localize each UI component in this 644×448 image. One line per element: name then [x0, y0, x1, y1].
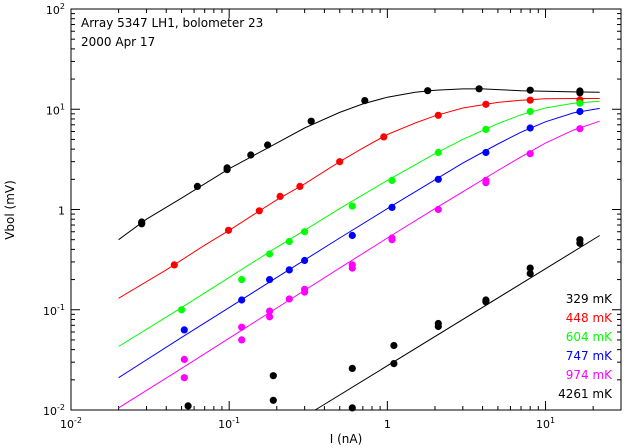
series-5-point [526, 264, 534, 272]
series-2-point [301, 228, 309, 236]
x-tick-label: 101 [536, 416, 555, 431]
x-tick-label: 1 [384, 418, 391, 431]
series-3-point [301, 256, 309, 265]
series-0-point [475, 85, 483, 93]
y-tick-label: 102 [46, 2, 65, 17]
series-5-point [269, 372, 277, 380]
series-3-point [434, 175, 442, 183]
series-2-fit-line [118, 100, 600, 347]
series-1-point [526, 96, 534, 104]
series-5-point [434, 322, 442, 331]
x-axis-label: I (nA) [330, 432, 363, 446]
series-3-point [180, 326, 188, 334]
series-4-point [180, 374, 188, 382]
series-4-point [301, 288, 309, 296]
series-3-point [348, 231, 356, 240]
series-1-point [434, 111, 442, 119]
series-3-point [576, 107, 584, 116]
series-0-legend-label: 329 mK [566, 292, 613, 306]
series-4-point [388, 236, 396, 244]
series-0-point [264, 141, 272, 149]
series-4-point [266, 307, 274, 315]
series-4-point [482, 179, 490, 187]
series-1-point [296, 182, 304, 190]
series-3-point [482, 148, 490, 157]
series-0-point [223, 166, 231, 174]
series-0-fit-line [118, 88, 600, 241]
series-5-point [482, 296, 490, 304]
series-2-point [576, 99, 584, 107]
series-2-point [266, 250, 274, 258]
y-tick-label: 10-2 [43, 403, 65, 418]
x-tick-label: 10-1 [218, 416, 240, 431]
series-0-point [307, 117, 315, 125]
series-0-point [424, 87, 432, 95]
series-5-point [348, 404, 356, 412]
series-5-legend-label: 4261 mK [558, 387, 613, 401]
legend: 329 mK 448 mK 604 mK 747 mK 974 mK 4261 mK [558, 292, 613, 401]
series-5-point [390, 341, 398, 350]
series-3-point [526, 124, 534, 132]
data-points [138, 85, 584, 412]
series-5-fit-line [314, 235, 600, 411]
series-1-point [482, 100, 490, 108]
series-0-point [193, 182, 201, 190]
y-tick-label: 10-1 [43, 303, 65, 318]
series-4-point [238, 323, 246, 331]
series-5-point [269, 396, 277, 404]
series-3-point [238, 296, 246, 304]
series-2-legend-label: 604 mK [566, 330, 613, 344]
series-2-point [178, 306, 186, 314]
series-2-point [434, 148, 442, 157]
series-4-point [434, 205, 442, 214]
series-3-point [388, 203, 396, 211]
series-4-point [576, 125, 584, 133]
series-4-point [238, 336, 246, 344]
series-4-point [348, 264, 356, 272]
series-5-point [526, 269, 534, 278]
series-2-point [238, 276, 246, 284]
series-5-point [576, 239, 584, 247]
series-2-point [285, 237, 293, 246]
series-1-point [170, 261, 178, 269]
axis-ticks [70, 8, 622, 411]
series-1-point [276, 192, 284, 200]
x-tick-label: 10-2 [60, 416, 82, 431]
series-5-point [348, 364, 356, 372]
series-4-point [285, 295, 293, 303]
series-2-point [526, 107, 534, 116]
series-0-point [526, 86, 534, 94]
series-5-point [184, 402, 192, 410]
series-0-point [247, 151, 255, 159]
series-1-point [224, 226, 233, 234]
series-1-point [255, 207, 263, 215]
series-3-point [285, 266, 293, 274]
series-2-point [482, 125, 490, 133]
annotation-array: Array 5347 LH1, bolometer 23 [81, 16, 263, 30]
series-2-point [388, 176, 396, 184]
y-axis-label: Vbol (mV) [3, 180, 17, 240]
series-4-point [180, 355, 188, 363]
series-4-point [526, 150, 534, 158]
annotation-date: 2000 Apr 17 [81, 35, 155, 49]
series-1-point [336, 158, 344, 166]
series-5-point [390, 360, 398, 368]
series-4-legend-label: 974 mK [566, 368, 613, 382]
axis-tick-labels: 10-2 10-1 1 101 10-2 10-1 1 101 102 [43, 2, 555, 431]
series-1-legend-label: 448 mK [566, 311, 613, 325]
series-1-point [380, 133, 388, 141]
series-2-point [348, 202, 356, 210]
series-3-legend-label: 747 mK [566, 349, 613, 363]
series-0-point [576, 89, 584, 97]
series-4-point [266, 313, 274, 321]
y-tick-label: 1 [58, 205, 65, 218]
series-3-point [266, 276, 274, 284]
series-0-point [138, 220, 146, 228]
series-0-point [361, 97, 369, 105]
y-tick-label: 101 [46, 102, 65, 117]
